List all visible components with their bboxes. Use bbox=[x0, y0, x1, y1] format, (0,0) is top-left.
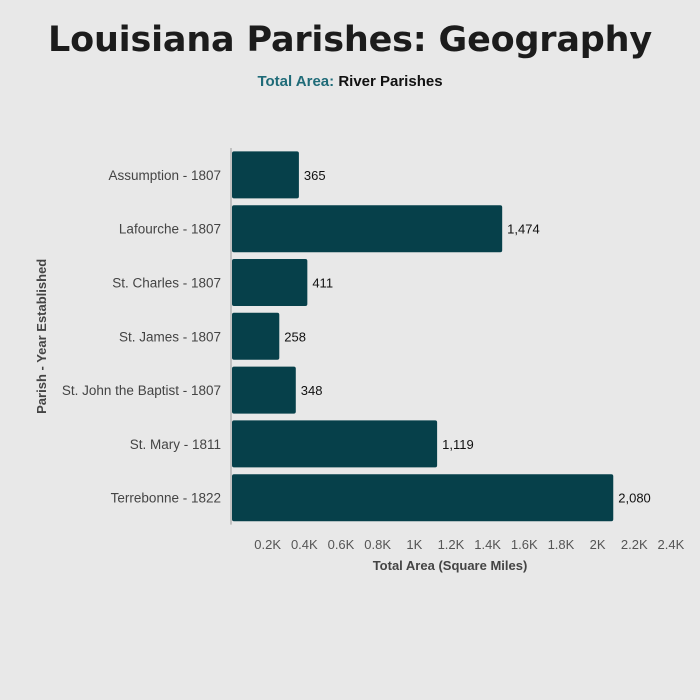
data-label: 365 bbox=[304, 168, 326, 183]
bar bbox=[232, 474, 614, 522]
x-tick-label: 2.2K bbox=[621, 537, 648, 552]
x-tick-label: 2K bbox=[590, 537, 606, 552]
bar bbox=[232, 420, 438, 468]
data-label: 1,474 bbox=[507, 222, 540, 237]
bar bbox=[232, 151, 299, 199]
x-tick-label: 0.2K bbox=[254, 537, 281, 552]
data-label: 258 bbox=[284, 329, 306, 344]
chart-title: Louisiana Parishes: Geography bbox=[48, 20, 652, 60]
data-label: 2,080 bbox=[618, 491, 651, 506]
category-label: Assumption - 1807 bbox=[108, 168, 221, 183]
category-label: St. John the Baptist - 1807 bbox=[62, 383, 221, 398]
category-label: Terrebonne - 1822 bbox=[111, 491, 221, 506]
data-label: 348 bbox=[301, 383, 323, 398]
chart-subtitle: Total Area: River Parishes bbox=[0, 73, 700, 90]
subtitle-text: River Parishes bbox=[338, 73, 443, 90]
subtitle-accent: Total Area: bbox=[257, 73, 335, 90]
category-label: St. Charles - 1807 bbox=[112, 276, 221, 291]
x-tick-label: 1K bbox=[406, 537, 422, 552]
x-tick-label: 1.2K bbox=[438, 537, 465, 552]
category-label: St. Mary - 1811 bbox=[130, 437, 221, 452]
x-tick-label: 0.8K bbox=[364, 537, 391, 552]
x-tick-label: 0.6K bbox=[328, 537, 355, 552]
x-axis-title: Total Area (Square Miles) bbox=[373, 558, 528, 573]
bar bbox=[232, 259, 308, 306]
y-axis-title: Parish - Year Established bbox=[34, 259, 49, 414]
bar bbox=[232, 312, 280, 360]
category-label: Lafourche - 1807 bbox=[119, 222, 221, 237]
data-label: 1,119 bbox=[442, 437, 474, 452]
x-tick-label: 0.4K bbox=[291, 537, 318, 552]
x-tick-label: 2.4K bbox=[658, 537, 685, 552]
x-tick-label: 1.8K bbox=[548, 537, 575, 552]
x-tick-label: 1.4K bbox=[474, 537, 501, 552]
x-tick-label: 1.6K bbox=[511, 537, 538, 552]
data-label: 411 bbox=[312, 276, 333, 291]
bar bbox=[232, 205, 503, 253]
bar bbox=[232, 366, 296, 414]
category-label: St. James - 1807 bbox=[119, 329, 221, 344]
